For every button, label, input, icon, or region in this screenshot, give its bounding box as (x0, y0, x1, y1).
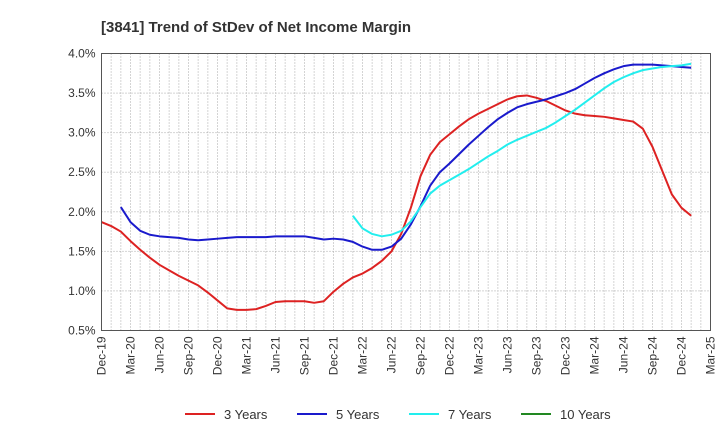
y-tick-label: 0.5% (68, 324, 96, 338)
x-tick-label: Dec-20 (211, 336, 225, 375)
x-tick-label: Mar-21 (240, 336, 254, 374)
plot-area (101, 53, 711, 331)
x-tick-label: Sep-22 (414, 336, 428, 375)
y-tick-label: 2.5% (68, 165, 96, 179)
legend: 3 Years 5 Years 7 Years 10 Years (185, 407, 611, 422)
x-tick-label: Sep-20 (182, 336, 196, 375)
x-tick-label: Dec-23 (559, 336, 573, 375)
legend-item: 10 Years (521, 407, 611, 422)
legend-label: 3 Years (224, 407, 268, 422)
series-layer (101, 62, 692, 311)
x-tick-label: Dec-22 (443, 336, 457, 375)
y-tick-label: 2.0% (68, 205, 96, 219)
series-line (119, 63, 692, 251)
x-tick-label: Mar-20 (124, 336, 138, 374)
x-tick-label: Jun-21 (269, 336, 283, 373)
y-axis: 0.5% 1.0% 1.5% 2.0% 2.5% 3.0% 3.5% 4.0% (68, 47, 96, 338)
chart-title: [3841] Trend of StDev of Net Income Marg… (101, 19, 411, 36)
legend-label: 10 Years (560, 407, 611, 422)
x-tick-label: Dec-24 (675, 336, 689, 375)
x-tick-label: Mar-22 (356, 336, 370, 374)
grid (101, 53, 711, 331)
x-tick-label: Mar-23 (472, 336, 486, 374)
x-tick-label: Mar-24 (588, 336, 602, 374)
y-tick-label: 4.0% (68, 47, 96, 61)
x-tick-label: Dec-21 (327, 336, 341, 375)
x-tick-label: Sep-21 (298, 336, 312, 375)
legend-label: 7 Years (448, 407, 492, 422)
legend-label: 5 Years (336, 407, 380, 422)
legend-item: 7 Years (409, 407, 492, 422)
y-tick-label: 1.5% (68, 244, 96, 258)
x-tick-label: Sep-23 (530, 336, 544, 375)
x-tick-label: Sep-24 (646, 336, 660, 375)
x-tick-label: Jun-23 (501, 336, 515, 373)
x-axis: Dec-19 Mar-20 Jun-20 Sep-20 Dec-20 Mar-21 Jun-… (95, 336, 718, 375)
legend-item: 3 Years (185, 407, 268, 422)
x-tick-label: Dec-19 (95, 336, 109, 375)
x-tick-label: Mar-25 (704, 336, 718, 374)
y-tick-label: 1.0% (68, 284, 96, 298)
y-tick-label: 3.0% (68, 126, 96, 140)
y-tick-label: 3.5% (68, 86, 96, 100)
x-tick-label: Jun-22 (385, 336, 399, 373)
legend-item: 5 Years (297, 407, 380, 422)
plot-border (101, 53, 711, 331)
x-tick-label: Jun-20 (153, 336, 167, 373)
series-line (352, 62, 692, 238)
x-tick-label: Jun-24 (617, 336, 631, 373)
